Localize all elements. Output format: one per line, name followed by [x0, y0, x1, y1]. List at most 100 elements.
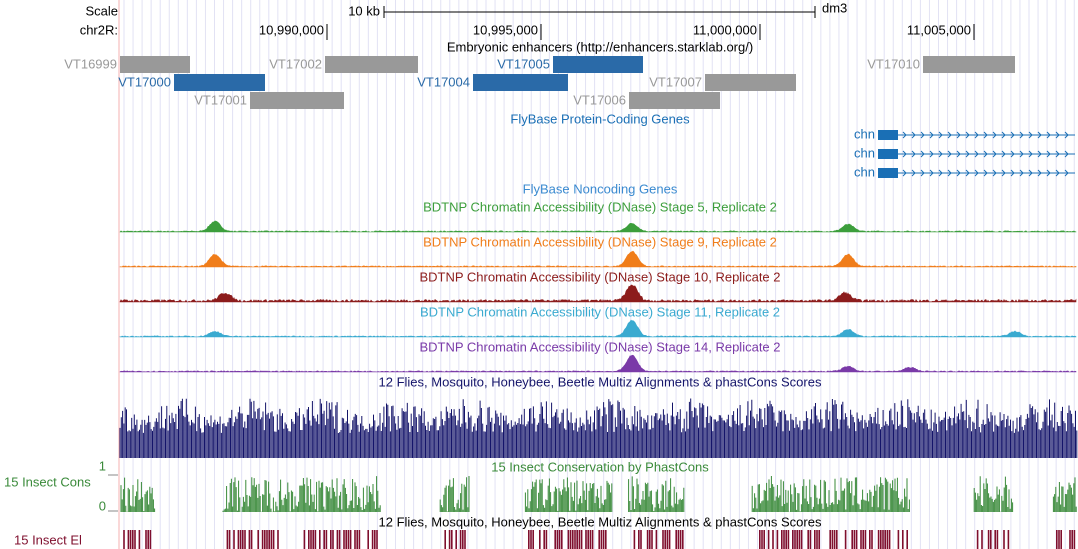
enhancer: [174, 74, 265, 91]
conserved-element: [796, 530, 798, 549]
conserved-element: [864, 530, 867, 549]
conserved-element: [772, 530, 774, 549]
axis-min: 0: [99, 498, 106, 513]
conserved-element: [651, 530, 653, 549]
axis-max: 1: [99, 458, 106, 473]
conserved-element: [860, 530, 862, 549]
conserved-element: [638, 530, 640, 549]
conserved-element: [138, 530, 141, 549]
conserved-element: [589, 530, 592, 549]
conserved-element: [556, 530, 559, 549]
conserved-element: [598, 530, 600, 549]
conserved-element: [787, 530, 790, 549]
conserved-element: [347, 530, 350, 549]
dnase-signal: [119, 319, 1077, 338]
enhancer-label: VT17010: [867, 56, 920, 71]
conserved-element: [829, 530, 831, 549]
conserved-element: [257, 530, 259, 549]
conserved-element: [990, 530, 992, 549]
ruler-label: 10,990,000: [259, 22, 324, 37]
conserved-element: [464, 530, 466, 549]
conserved-element: [242, 530, 244, 549]
side-label: 15 Insect Cons: [4, 474, 91, 489]
conserved-element: [532, 530, 534, 549]
enhancer: [705, 74, 796, 91]
conserved-element: [330, 530, 332, 549]
exon: [878, 130, 898, 140]
conserved-element: [987, 530, 990, 549]
conserved-element: [585, 530, 587, 549]
conserved-element: [682, 530, 684, 549]
track-title: BDTNP Chromatin Accessibility (DNase) St…: [423, 234, 777, 249]
conserved-element: [1073, 530, 1076, 549]
conserved-element: [323, 530, 325, 549]
scale-span: 10 kb: [348, 3, 380, 18]
conserved-element: [261, 530, 264, 549]
enhancer: [250, 92, 344, 109]
conserved-element: [462, 530, 464, 549]
conserved-element: [244, 530, 246, 549]
conserved-element: [884, 530, 886, 549]
conserved-element: [882, 530, 884, 549]
conserved-element: [451, 530, 453, 549]
scale-label: Scale: [85, 3, 118, 18]
conserved-element: [264, 530, 266, 549]
conserved-element: [358, 530, 361, 549]
ruler-label: 10,995,000: [473, 22, 538, 37]
conserved-element: [569, 530, 572, 549]
conserved-element: [277, 530, 279, 549]
conserved-element: [871, 530, 873, 549]
conserved-element: [1056, 530, 1058, 549]
conserved-element: [349, 530, 352, 549]
conserved-element: [134, 530, 136, 549]
conserved-element: [1058, 530, 1060, 549]
conserved-element: [763, 530, 765, 549]
conserved-element: [783, 530, 785, 549]
conserved-element: [996, 530, 999, 549]
multiz-signal: [119, 398, 1078, 458]
conserved-element: [877, 530, 880, 549]
conserved-element: [880, 530, 882, 549]
conserved-element: [792, 530, 794, 549]
conserved-element: [376, 530, 378, 549]
conserved-element: [455, 530, 457, 549]
conserved-element: [666, 530, 669, 549]
exon: [878, 168, 898, 178]
conserved-element: [981, 530, 983, 549]
conserved-element: [459, 530, 462, 549]
gene-label: chn: [854, 164, 875, 179]
conserved-element: [1069, 530, 1071, 549]
conserved-element: [237, 530, 240, 549]
conserved-element: [132, 530, 134, 549]
enhancer: [553, 56, 643, 73]
conserved-element: [336, 530, 339, 549]
conserved-element: [268, 530, 270, 549]
track-title: 12 Flies, Mosquito, Honeybee, Beetle Mul…: [379, 374, 822, 389]
track-title: BDTNP Chromatin Accessibility (DNase) St…: [420, 304, 780, 319]
conserved-element: [367, 530, 369, 549]
strand-arrows: [902, 169, 1069, 177]
conserved-element: [270, 530, 273, 549]
ruler-label: 11,005,000: [907, 22, 971, 37]
conserved-element: [561, 530, 563, 549]
conserved-element: [528, 530, 530, 549]
track-title: 12 Flies, Mosquito, Honeybee, Beetle Mul…: [379, 514, 822, 529]
conserved-element: [662, 530, 664, 549]
enhancer: [473, 74, 568, 91]
conserved-element: [869, 530, 871, 549]
conserved-element: [574, 530, 576, 549]
dnase-signal: [119, 354, 1077, 373]
conserved-element: [818, 530, 820, 549]
conserved-element: [374, 530, 376, 549]
dnase-signal: [119, 250, 1077, 268]
conserved-element: [448, 530, 451, 549]
side-label: 15 Insect El: [14, 532, 82, 547]
track-title: BDTNP Chromatin Accessibility (DNase) St…: [423, 199, 777, 214]
conserved-element: [646, 530, 649, 549]
gene-label: chn: [854, 145, 875, 160]
conserved-element: [319, 530, 321, 549]
conserved-element: [976, 530, 979, 549]
conserved-element: [605, 530, 607, 549]
enhancer-label: VT17007: [649, 74, 702, 89]
conserved-element: [853, 530, 856, 549]
